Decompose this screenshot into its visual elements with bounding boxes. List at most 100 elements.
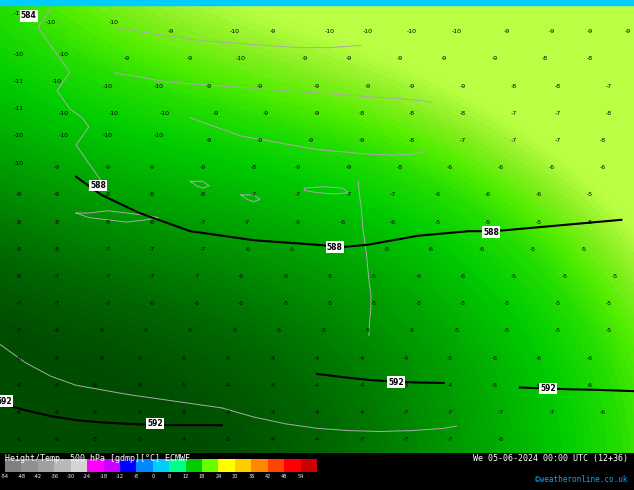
Bar: [301, 459, 317, 471]
Text: -7: -7: [510, 138, 517, 143]
Text: -5: -5: [327, 274, 333, 279]
Text: -6: -6: [98, 356, 105, 361]
Text: 592: 592: [148, 419, 163, 428]
Text: -6: -6: [536, 383, 542, 388]
Bar: [22, 459, 38, 471]
Text: -9: -9: [206, 138, 212, 143]
Text: -9: -9: [358, 138, 365, 143]
Text: -6: -6: [548, 165, 555, 170]
Text: -6: -6: [98, 328, 105, 333]
Text: -4: -4: [181, 437, 187, 442]
Text: -9: -9: [54, 193, 60, 197]
Text: -5: -5: [136, 356, 143, 361]
Text: -9: -9: [441, 56, 447, 61]
Text: -6: -6: [599, 410, 605, 415]
Text: -6: -6: [149, 301, 155, 306]
Text: 42: 42: [264, 474, 271, 479]
Text: -30: -30: [67, 474, 75, 479]
Text: -9: -9: [307, 138, 314, 143]
Text: -6: -6: [16, 356, 22, 361]
Text: -5: -5: [555, 328, 561, 333]
Text: -10: -10: [109, 111, 119, 116]
Text: -10: -10: [52, 79, 62, 84]
Text: -10: -10: [14, 161, 24, 166]
Text: -5: -5: [181, 356, 187, 361]
Text: -4: -4: [314, 410, 320, 415]
Text: -5: -5: [485, 220, 491, 224]
Text: -8: -8: [510, 84, 517, 89]
Text: -8: -8: [16, 247, 22, 252]
Text: -8: -8: [16, 274, 22, 279]
Text: -3: -3: [403, 383, 409, 388]
Text: -10: -10: [14, 52, 24, 57]
Text: -9: -9: [200, 165, 206, 170]
Text: -8: -8: [460, 111, 466, 116]
Text: -5: -5: [181, 410, 187, 415]
Text: -5: -5: [529, 247, 536, 252]
Text: -5: -5: [447, 356, 453, 361]
Text: -10: -10: [363, 29, 373, 34]
Text: -9: -9: [314, 111, 320, 116]
Text: -6: -6: [16, 410, 22, 415]
Text: -9: -9: [263, 111, 269, 116]
Text: -6: -6: [586, 383, 593, 388]
Text: -4: -4: [403, 356, 409, 361]
Text: -5: -5: [536, 220, 542, 224]
Text: -9: -9: [346, 56, 352, 61]
Text: -8: -8: [54, 247, 60, 252]
Text: -5: -5: [136, 437, 143, 442]
Text: -5: -5: [605, 301, 612, 306]
Text: -10: -10: [58, 52, 68, 57]
Text: -4: -4: [269, 437, 276, 442]
Text: -6: -6: [54, 328, 60, 333]
Text: -6: -6: [479, 247, 485, 252]
Text: We 05-06-2024 00:00 UTC (12+36): We 05-06-2024 00:00 UTC (12+36): [473, 454, 628, 464]
Text: -9: -9: [624, 29, 631, 34]
Text: -10: -10: [451, 29, 462, 34]
Text: -9: -9: [396, 56, 403, 61]
Text: Height/Temp. 500 hPa [gdmp][°C] ECMWF: Height/Temp. 500 hPa [gdmp][°C] ECMWF: [5, 454, 190, 464]
Text: -8: -8: [542, 56, 548, 61]
Text: -7: -7: [200, 220, 206, 224]
Text: -6: -6: [485, 193, 491, 197]
Text: -10: -10: [153, 84, 164, 89]
Text: -9: -9: [257, 84, 263, 89]
Text: -10: -10: [103, 84, 113, 89]
Text: -5: -5: [231, 328, 238, 333]
Text: -42: -42: [34, 474, 42, 479]
Text: -11: -11: [14, 106, 24, 111]
Text: -5: -5: [612, 274, 618, 279]
Text: -8: -8: [586, 56, 593, 61]
Text: 30: 30: [232, 474, 238, 479]
Text: -54: -54: [1, 474, 9, 479]
Text: -4: -4: [314, 383, 320, 388]
Bar: [87, 459, 103, 471]
Text: -48: -48: [18, 474, 25, 479]
Text: -9: -9: [212, 111, 219, 116]
Text: -6: -6: [16, 383, 22, 388]
Text: -9: -9: [187, 56, 193, 61]
Text: -6: -6: [498, 165, 504, 170]
Text: -8: -8: [358, 111, 365, 116]
Text: -6: -6: [536, 193, 542, 197]
Text: -4: -4: [269, 383, 276, 388]
Text: -7: -7: [548, 410, 555, 415]
Text: -7: -7: [54, 274, 60, 279]
Text: -8: -8: [599, 138, 605, 143]
Text: -8: -8: [105, 193, 111, 197]
Text: -5: -5: [288, 247, 295, 252]
Text: -7: -7: [605, 84, 612, 89]
Text: -11: -11: [14, 79, 24, 84]
Text: -8: -8: [409, 138, 415, 143]
Text: -7: -7: [447, 437, 453, 442]
Text: -5: -5: [605, 328, 612, 333]
Text: -10: -10: [103, 133, 113, 139]
Text: -5: -5: [561, 274, 567, 279]
Text: -5: -5: [510, 274, 517, 279]
Text: -9: -9: [548, 29, 555, 34]
Text: -4: -4: [269, 356, 276, 361]
Text: -9: -9: [460, 84, 466, 89]
Text: -8: -8: [16, 220, 22, 224]
Bar: [235, 459, 251, 471]
Text: -9: -9: [16, 193, 22, 197]
